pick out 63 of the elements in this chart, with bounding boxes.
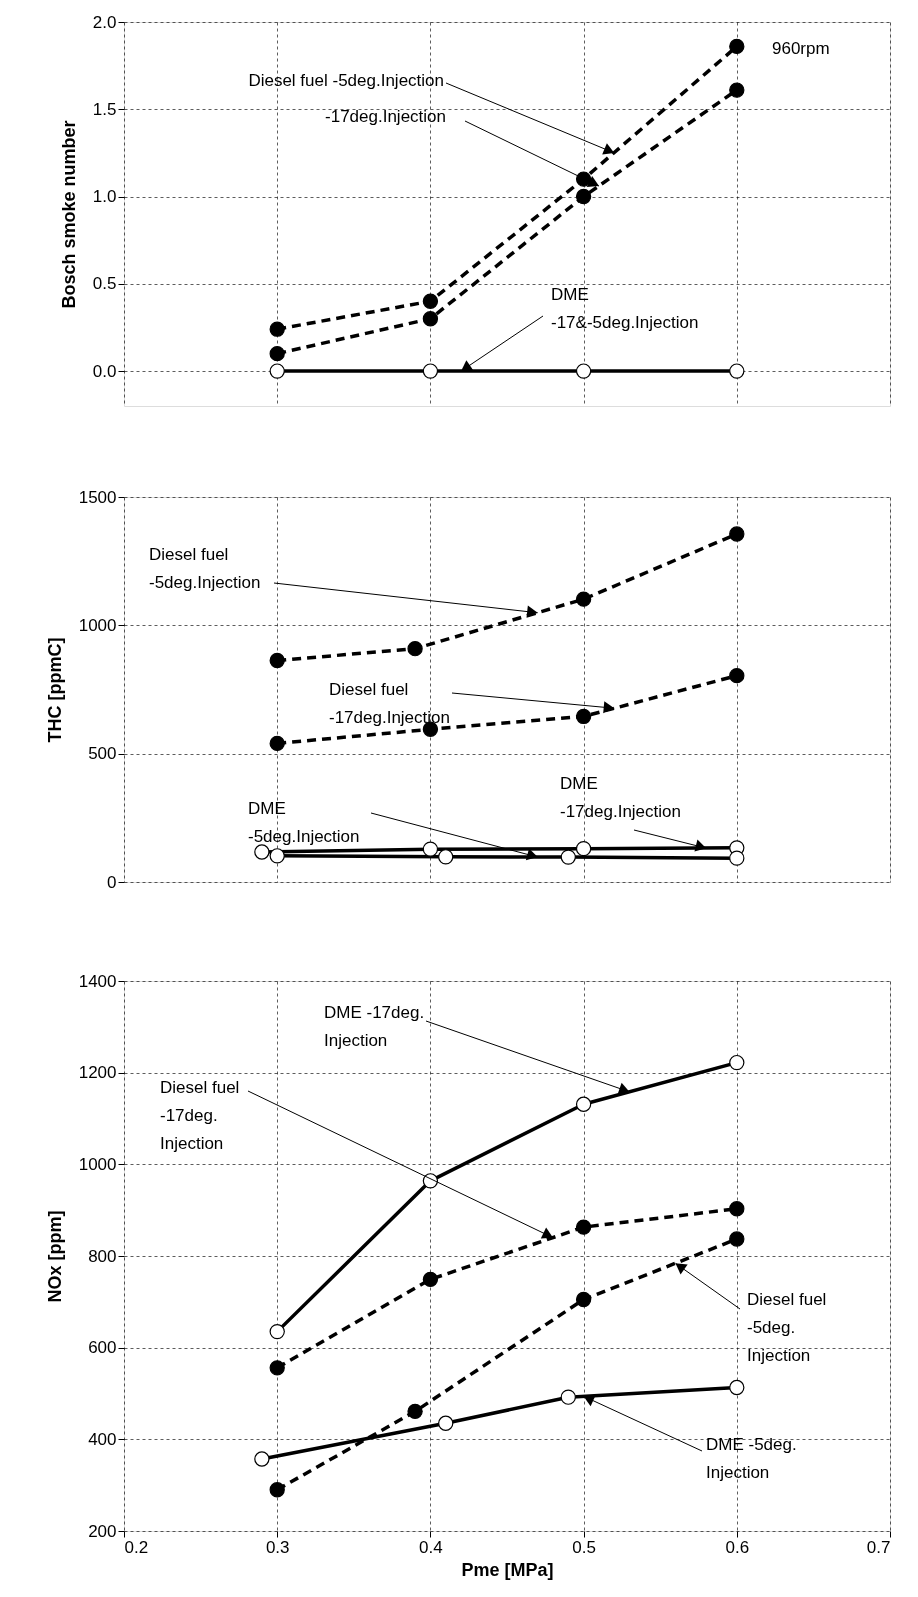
annotation: DME -17&-5deg.Injection bbox=[551, 285, 699, 332]
point bbox=[422, 841, 439, 857]
y-tick-label: 200 bbox=[88, 1521, 117, 1541]
y-tick-label: 1000 bbox=[78, 1154, 117, 1174]
annotation: DME -17deg. Injection bbox=[324, 1003, 425, 1050]
point bbox=[422, 293, 439, 309]
point bbox=[269, 652, 285, 669]
y-tick-label: 1.5 bbox=[92, 99, 117, 119]
point bbox=[269, 735, 285, 752]
y-tick-label: 1500 bbox=[78, 487, 117, 507]
point bbox=[575, 363, 592, 379]
point bbox=[269, 363, 285, 379]
point bbox=[729, 38, 745, 55]
x-tick-label: 0.6 bbox=[725, 1537, 750, 1557]
point bbox=[575, 840, 592, 857]
point bbox=[269, 321, 285, 337]
y-tick-label: 600 bbox=[88, 1338, 117, 1358]
point bbox=[729, 667, 745, 684]
y-tick-label: 1000 bbox=[78, 615, 117, 635]
point bbox=[729, 526, 745, 542]
point bbox=[575, 591, 592, 607]
annotation: DME -17deg.Injection bbox=[560, 774, 681, 821]
point bbox=[422, 311, 439, 327]
y-tick-label: 1400 bbox=[78, 971, 117, 991]
y-tick-label: 500 bbox=[88, 744, 117, 764]
x-tick-label: 0.4 bbox=[419, 1537, 443, 1557]
y-tick-label: 2.0 bbox=[92, 12, 117, 32]
x-axis-title: Pme [MPa] bbox=[461, 1559, 554, 1580]
annotation: -17deg.Injection bbox=[325, 107, 446, 126]
y-tick-label: 0 bbox=[107, 872, 117, 892]
point bbox=[729, 363, 745, 379]
annotation: Diesel fuel -5deg. Injection bbox=[747, 1290, 827, 1365]
point bbox=[422, 363, 439, 379]
annotation: Diesel fuel -17deg. Injection bbox=[160, 1078, 240, 1153]
annotation: Diesel fuel -5deg.Injection bbox=[149, 545, 261, 592]
annotation: 960rpm bbox=[772, 39, 830, 58]
annotation: Diesel fuel -17deg.Injection bbox=[329, 680, 450, 727]
y-tick-label: 800 bbox=[88, 1246, 117, 1266]
point bbox=[269, 848, 285, 864]
point bbox=[560, 849, 576, 865]
y-tick-label: 0.5 bbox=[92, 274, 117, 294]
y-tick-label: 1200 bbox=[78, 1063, 117, 1083]
point bbox=[269, 345, 285, 362]
point bbox=[729, 850, 745, 866]
point bbox=[729, 82, 745, 98]
annotation: DME -5deg. Injection bbox=[706, 1435, 797, 1482]
point bbox=[254, 844, 270, 860]
y-tick-label: 400 bbox=[88, 1429, 117, 1449]
x-tick-label: 0.5 bbox=[572, 1537, 596, 1557]
point bbox=[575, 188, 592, 205]
y-tick-label: 1.0 bbox=[92, 187, 117, 207]
y-axis-title: THC [ppmC] bbox=[44, 637, 65, 743]
point bbox=[407, 641, 423, 657]
annotation: DME -5deg.Injection bbox=[248, 799, 360, 846]
y-axis-title: Bosch smoke number bbox=[58, 120, 79, 309]
point bbox=[438, 849, 454, 865]
point bbox=[575, 708, 592, 725]
x-tick-label: 0.2 bbox=[124, 1537, 149, 1557]
x-tick-label: 0.3 bbox=[265, 1537, 290, 1557]
y-axis-title: NOx [ppm] bbox=[44, 1210, 65, 1303]
y-tick-label: 0.0 bbox=[92, 361, 117, 381]
x-tick-label: 0.7 bbox=[866, 1537, 891, 1557]
annotation: Diesel fuel -5deg.Injection bbox=[248, 71, 444, 90]
